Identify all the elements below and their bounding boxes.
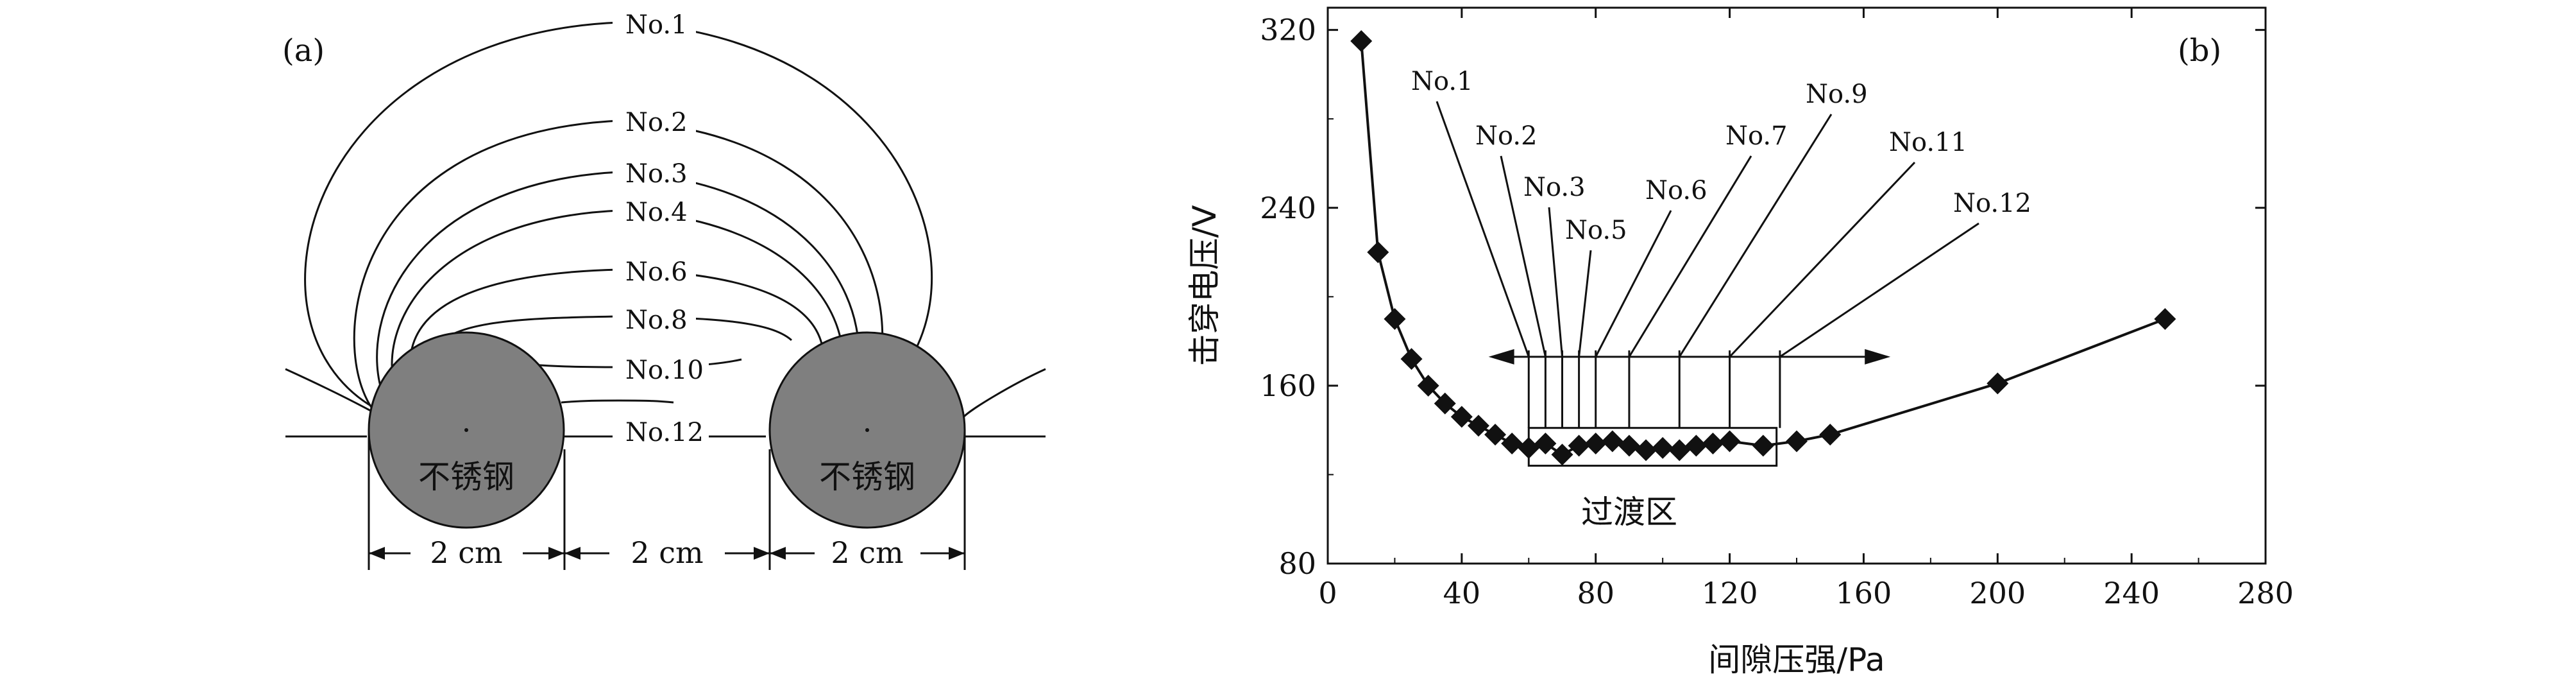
- data-point: [1518, 436, 1540, 459]
- y-tick-label: 160: [1260, 368, 1316, 403]
- panel-b-chart: (b) 0 40 80 120 160 200 240 280 80 160 240 320 间隙压…: [1186, 6, 2294, 678]
- data-point: [1668, 439, 1691, 461]
- data-point: [1718, 430, 1741, 453]
- dimension-lines: [368, 430, 966, 570]
- y-axis-title: 击穿电压/V: [1186, 205, 1223, 366]
- curve-label-no12: No.12: [625, 418, 704, 447]
- data-point: [1601, 430, 1623, 453]
- series-line: [1360, 40, 2166, 456]
- y-tick-label: 320: [1260, 13, 1316, 47]
- data-point: [1635, 439, 1657, 461]
- x-tick-label: 240: [2103, 576, 2160, 610]
- data-point: [1484, 424, 1507, 446]
- x-tick-label: 200: [1969, 576, 2026, 610]
- curve-label-no4: No.4: [625, 198, 688, 227]
- data-point: [1367, 241, 1389, 264]
- x-tick-label: 160: [1836, 576, 1892, 610]
- dimension-left: 2 cm: [430, 535, 502, 570]
- annotation-label: No.9: [1806, 80, 1868, 109]
- annotation-label: No.12: [1953, 189, 2031, 218]
- annotation-leader-line: [1729, 161, 1916, 358]
- y-tick-label: 240: [1260, 191, 1316, 225]
- annotation-label: No.2: [1475, 121, 1538, 151]
- y-axis: 80 160 240 320: [1260, 13, 2266, 581]
- annotation-leader-line: [1595, 210, 1672, 358]
- data-point: [1417, 374, 1439, 397]
- annotation-leader-line: [1628, 155, 1752, 358]
- annotation-label: No.6: [1645, 176, 1707, 205]
- data-point: [1450, 406, 1473, 428]
- y-tick-label: 80: [1278, 546, 1316, 581]
- data-point: [1434, 392, 1456, 415]
- data-point: [1568, 435, 1590, 457]
- curve-label-no8: No.8: [625, 306, 688, 335]
- data-point: [1652, 436, 1674, 459]
- annotation-leader-line: [1779, 222, 1979, 358]
- data-series: [1350, 30, 2176, 466]
- panel-b-label: (b): [2178, 33, 2221, 69]
- x-tick-label: 0: [1318, 576, 1337, 610]
- annotation-leader-line: [1548, 207, 1563, 357]
- annotation-label: No.7: [1725, 121, 1788, 151]
- x-tick-label: 80: [1577, 576, 1614, 610]
- curve-labels: No.1 No.2 No.3 No.4 No.6 No.8 No.10 No.1…: [625, 10, 704, 447]
- annotation-leader-line: [1578, 250, 1592, 358]
- electrode-right-label: 不锈钢: [819, 458, 915, 496]
- data-point: [1534, 432, 1557, 454]
- annotation-leader-line: [1678, 114, 1833, 358]
- annotation-label: No.3: [1523, 173, 1586, 202]
- lead-right-1: [962, 368, 1046, 418]
- data-point: [1350, 30, 1373, 52]
- electrode-right: 不锈钢: [768, 331, 966, 529]
- curve-label-no6: No.6: [625, 257, 688, 287]
- transition-region-label: 过渡区: [1581, 494, 1677, 531]
- annotation-label: No.1: [1411, 67, 1473, 96]
- lead-left-1: [285, 368, 371, 412]
- panel-a-label: (a): [282, 33, 325, 69]
- data-point: [1384, 307, 1406, 330]
- arrow-head-left: [1488, 349, 1514, 365]
- dimension-right: 2 cm: [831, 535, 903, 570]
- label-backgrounds: [613, 6, 709, 447]
- data-point: [1786, 430, 1808, 453]
- data-point: [1819, 424, 1842, 446]
- annotations: No.1No.2 No.3 No.5 No.6 No.7 No.9 No.11 No.12: [1411, 67, 2031, 467]
- field-line-no12: [561, 399, 674, 404]
- data-point: [1752, 435, 1774, 457]
- curve-label-no1: No.1: [625, 10, 688, 40]
- data-point: [1702, 432, 1724, 454]
- curve-label-no10: No.10: [625, 356, 704, 385]
- arrow-head-right: [1865, 349, 1891, 365]
- data-point: [1400, 348, 1423, 370]
- x-tick-label: 120: [1702, 576, 1758, 610]
- data-point: [1584, 432, 1607, 454]
- x-tick-label: 40: [1443, 576, 1481, 610]
- electrode-left-label: 不锈钢: [418, 458, 514, 496]
- curve-label-no3: No.3: [625, 159, 688, 189]
- electrode-left: 不锈钢: [368, 331, 565, 529]
- annotation-label: No.11: [1889, 128, 1967, 157]
- x-axis-title: 间隙压强/Pa: [1708, 641, 1885, 678]
- data-point: [1987, 372, 2009, 395]
- annotation-leader-line: [1436, 101, 1530, 358]
- data-point: [1501, 432, 1523, 454]
- data-point: [1685, 435, 1707, 457]
- data-point: [2154, 307, 2176, 330]
- x-axis: 0 40 80 120 160 200 240 280: [1318, 8, 2294, 610]
- data-point: [1467, 415, 1489, 437]
- x-tick-label: 280: [2237, 576, 2294, 610]
- dimension-gap: 2 cm: [631, 535, 703, 570]
- annotation-leader-line: [1500, 155, 1546, 358]
- data-point: [1551, 444, 1573, 466]
- annotation-label: No.5: [1565, 216, 1627, 245]
- data-point: [1618, 435, 1640, 457]
- curve-label-no2: No.2: [625, 108, 688, 137]
- panel-a: (a): [282, 6, 1046, 570]
